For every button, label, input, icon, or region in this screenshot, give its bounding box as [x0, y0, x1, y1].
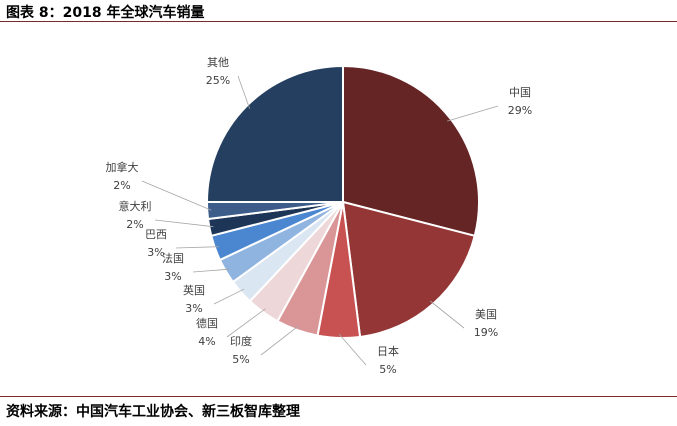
slice-label-3: 印度: [230, 334, 252, 348]
slice-percent-3: 5%: [232, 353, 249, 366]
slice-percent-0: 29%: [508, 104, 532, 117]
figure-title: 图表 8：2018 年全球汽车销量: [6, 5, 205, 21]
slice-label-7: 巴西: [145, 228, 167, 241]
top-divider: [0, 21, 677, 22]
slice-label-6: 法国: [162, 251, 184, 265]
source-note: 资料来源：中国汽车工业协会、新三板智库整理: [6, 404, 300, 420]
slice-label-8: 意大利: [119, 199, 152, 213]
leader-line-1: [429, 300, 465, 329]
slice-label-2: 日本: [377, 344, 399, 358]
leader-line-5: [213, 288, 245, 305]
leader-line-10: [237, 75, 251, 109]
slice-label-1: 美国: [475, 308, 497, 321]
slice-percent-8: 2%: [126, 218, 143, 231]
slice-percent-6: 3%: [164, 270, 181, 283]
slice-label-9: 加拿大: [106, 160, 139, 174]
leader-line-4: [226, 308, 266, 338]
slice-label-4: 德国: [196, 316, 218, 330]
slice-label-10: 其他: [207, 56, 229, 69]
leader-line-7: [175, 246, 219, 249]
slice-percent-1: 19%: [474, 326, 498, 339]
slice-percent-10: 25%: [206, 74, 230, 87]
leader-line-0: [447, 105, 499, 122]
leader-line-6: [192, 268, 230, 273]
slice-percent-9: 2%: [113, 179, 130, 192]
leader-line-9: [141, 180, 212, 211]
slice-percent-7: 3%: [147, 246, 164, 259]
pie-slice-1: [341, 200, 476, 339]
slice-percent-4: 4%: [198, 335, 215, 348]
leader-line-3: [260, 325, 299, 356]
slice-label-5: 英国: [183, 283, 205, 297]
slice-percent-5: 3%: [185, 302, 202, 315]
leader-line-8: [154, 219, 214, 228]
slice-label-0: 中国: [509, 86, 531, 99]
pie-slice-10: [205, 64, 344, 203]
slice-percent-2: 5%: [379, 363, 396, 376]
bottom-divider: [0, 396, 677, 397]
pie-slice-0: [342, 64, 480, 238]
leader-line-2: [338, 333, 367, 366]
